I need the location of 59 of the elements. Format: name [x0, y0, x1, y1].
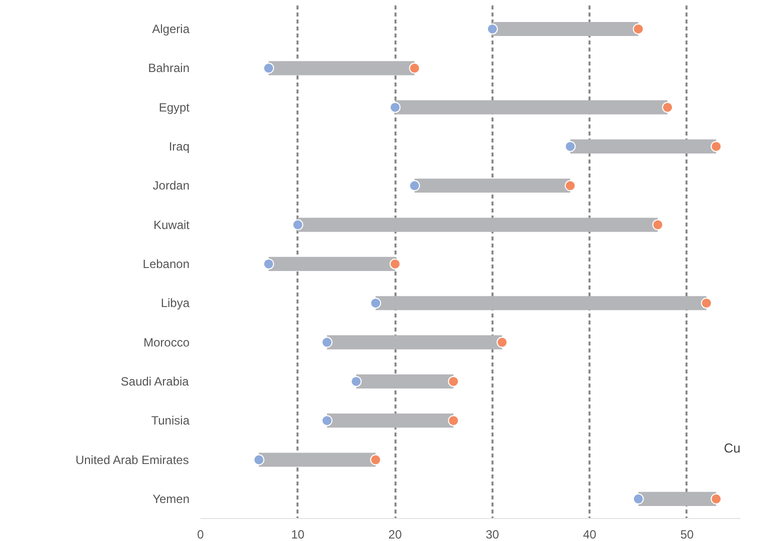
x-tick-label: 20	[388, 528, 402, 541]
point	[409, 180, 420, 192]
point	[486, 24, 498, 34]
y-tick-label: Algeria	[152, 22, 190, 36]
y-tick-label: Tunisia	[151, 414, 190, 428]
point	[652, 219, 664, 230]
point	[321, 336, 332, 348]
point	[370, 454, 382, 466]
bar	[395, 100, 668, 114]
point	[409, 62, 420, 74]
x-tick-label: 30	[486, 528, 500, 541]
point	[292, 219, 304, 230]
point	[390, 258, 401, 270]
y-tick-label: Iraq	[168, 139, 190, 154]
y-tick-label: Jordan	[152, 178, 190, 193]
point	[632, 493, 644, 504]
x-tick-label: 10	[291, 528, 305, 541]
y-tick-label: Bahrain	[148, 61, 190, 76]
point	[710, 140, 722, 152]
point	[662, 102, 674, 113]
bar	[356, 374, 454, 388]
y-tick-label: Morocco	[143, 335, 190, 350]
annotation: Cu	[724, 440, 741, 456]
x-tick-label: 0	[197, 528, 204, 541]
bar	[414, 178, 570, 193]
bar	[268, 256, 396, 272]
bar	[492, 22, 638, 36]
point	[448, 415, 459, 426]
point	[350, 376, 362, 387]
bar	[326, 414, 454, 428]
bar	[298, 218, 658, 232]
bar	[638, 492, 716, 506]
bar	[570, 139, 716, 154]
point	[632, 24, 644, 34]
point	[710, 493, 722, 504]
x-tick-label: 50	[680, 528, 694, 541]
point	[390, 102, 401, 113]
point	[321, 415, 332, 426]
y-tick-label: Yemen	[152, 492, 190, 506]
bar	[376, 296, 706, 310]
point	[448, 376, 459, 387]
point	[253, 454, 264, 466]
y-tick-label: United Arab Emirates	[75, 452, 189, 467]
point	[700, 298, 712, 309]
point	[263, 258, 274, 270]
bar	[258, 452, 376, 467]
y-tick-label: Lebanon	[142, 256, 190, 271]
y-tick-label: Kuwait	[153, 218, 190, 232]
point	[370, 298, 382, 309]
point	[564, 140, 576, 152]
point	[496, 336, 508, 348]
y-tick-label: Libya	[160, 296, 190, 310]
bar	[268, 61, 415, 76]
point	[263, 62, 274, 74]
x-tick-label: 40	[583, 528, 597, 541]
y-tick-label: Saudi Arabia	[120, 374, 190, 388]
y-tick-label: Egypt	[158, 100, 190, 114]
point	[564, 180, 576, 192]
bar	[326, 335, 502, 350]
